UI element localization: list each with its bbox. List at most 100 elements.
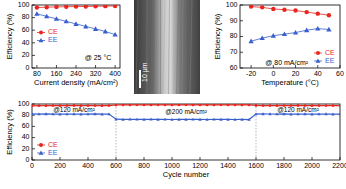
x-axis-label: Cycle number <box>163 170 210 179</box>
data-point <box>254 112 257 115</box>
data-point <box>45 104 48 107</box>
data-point <box>83 24 88 29</box>
data-point <box>249 5 253 9</box>
legend-label: CE <box>325 49 335 56</box>
data-point <box>93 26 98 31</box>
data-point <box>115 104 118 106</box>
y-tick <box>32 42 35 43</box>
data-point <box>325 104 328 107</box>
data-point <box>191 118 194 121</box>
data-point <box>86 112 89 115</box>
sem-texture <box>169 0 170 94</box>
data-point <box>93 5 97 8</box>
plot-frame <box>32 104 340 160</box>
data-point <box>35 5 39 9</box>
y-tick-label: 20 <box>22 51 30 58</box>
x-tick-label: 40 <box>314 70 322 77</box>
y-tick-label: 60 <box>22 26 30 33</box>
x-tick <box>284 157 285 160</box>
sem-texture <box>187 0 188 94</box>
divider-line <box>116 104 117 160</box>
data-point <box>332 104 335 107</box>
data-point <box>331 112 334 115</box>
y-tick <box>32 126 35 127</box>
annotation: @ 80 mA/cm² <box>265 59 309 66</box>
data-point <box>38 104 41 107</box>
y-tick-label: 80 <box>22 13 30 20</box>
data-point <box>304 10 308 14</box>
x-tick <box>32 157 33 160</box>
x-tick <box>36 65 37 68</box>
data-point <box>143 104 146 106</box>
x-tick <box>251 65 252 68</box>
data-point <box>164 104 167 106</box>
data-point <box>73 21 78 26</box>
x-tick <box>88 157 89 160</box>
y-tick-label: 20 <box>22 145 30 152</box>
data-point <box>227 104 230 106</box>
y-tick <box>240 20 243 21</box>
legend-label: EE <box>48 149 58 156</box>
legend-marker <box>39 31 43 35</box>
x-tick-label: 240 <box>70 70 82 77</box>
sem-texture <box>190 0 192 94</box>
sem-image <box>134 0 200 94</box>
data-point <box>327 13 331 17</box>
x-tick-label: 400 <box>109 70 121 77</box>
data-point <box>178 104 181 106</box>
data-point <box>310 113 313 116</box>
data-point <box>248 104 251 106</box>
sem-texture <box>182 0 183 94</box>
data-point <box>199 104 202 106</box>
x-tick <box>95 65 96 68</box>
sem-texture <box>136 0 138 94</box>
x-tick-label: 20 <box>292 70 300 77</box>
series-line <box>37 14 115 35</box>
data-point <box>112 32 117 37</box>
legend-label: CE <box>48 28 58 35</box>
data-point <box>220 104 223 106</box>
x-tick-label: 1400 <box>220 162 236 169</box>
y-tick <box>32 160 35 161</box>
legend: CEEE <box>37 141 58 156</box>
y-tick-label: 40 <box>22 133 30 140</box>
data-point <box>103 5 107 8</box>
data-point <box>271 7 275 11</box>
data-point <box>275 112 278 115</box>
data-point <box>103 29 108 34</box>
x-tick-label: 160 <box>51 70 63 77</box>
data-point <box>32 105 33 108</box>
y-tick-label: 0 <box>26 64 30 71</box>
data-point <box>177 118 180 121</box>
y-tick <box>32 68 35 69</box>
y-axis-label: Efficiency (%) <box>5 13 14 59</box>
data-point <box>260 5 264 9</box>
sem-texture <box>177 0 179 94</box>
data-point <box>136 104 139 106</box>
plot-frame <box>32 5 120 68</box>
data-point <box>293 30 298 35</box>
data-point <box>269 104 272 107</box>
plot-area <box>34 5 118 37</box>
annotation: @ 25 °C <box>85 54 112 61</box>
annotation: @200 mA/cm² <box>165 108 207 115</box>
sem-texture <box>155 0 156 94</box>
x-tick-label: 1600 <box>248 162 264 169</box>
data-point <box>212 118 215 121</box>
y-tick <box>32 137 35 138</box>
data-point <box>121 118 124 121</box>
x-tick <box>317 65 318 68</box>
legend-label: EE <box>48 36 58 43</box>
legend: CEEE <box>314 49 335 64</box>
y-axis-label: Efficiency (%) <box>213 13 222 59</box>
legend-marker <box>39 38 44 42</box>
sem-texture <box>174 0 175 94</box>
data-point <box>142 118 145 121</box>
y-tick <box>240 68 243 69</box>
legend-marker <box>316 59 321 63</box>
legend-label: EE <box>325 57 335 64</box>
data-point <box>93 112 96 115</box>
data-point <box>255 104 258 107</box>
data-point <box>240 118 243 121</box>
x-tick <box>340 157 341 160</box>
